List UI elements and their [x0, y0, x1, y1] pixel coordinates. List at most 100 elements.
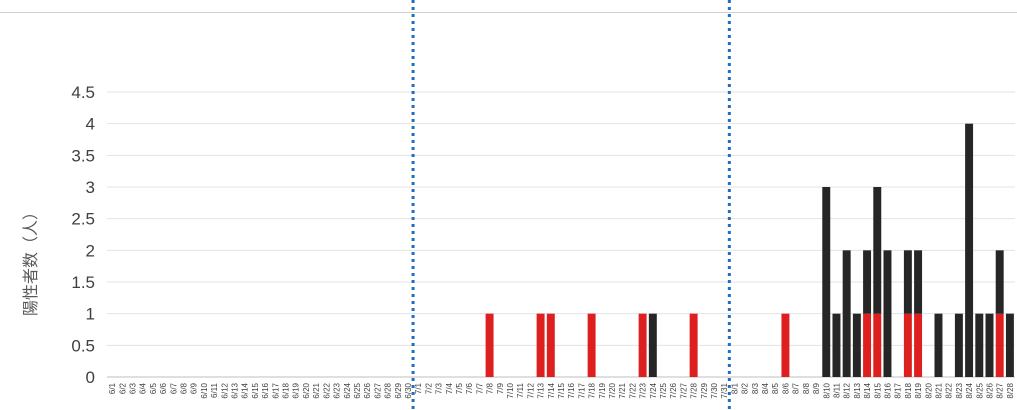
x-tick-label: 7/9 — [496, 382, 505, 394]
x-tick-label: 6/17 — [271, 382, 280, 398]
x-tick-label: 8/3 — [751, 382, 760, 394]
x-tick-label: 8/1 — [730, 382, 739, 394]
x-tick-label: 7/11 — [516, 382, 525, 398]
x-tick-label: 6/3 — [129, 382, 138, 394]
x-tick-label: 6/24 — [343, 382, 352, 398]
x-tick-label: 7/20 — [608, 382, 617, 398]
x-tick-label: 6/4 — [139, 382, 148, 394]
bar-segment-red — [914, 313, 923, 377]
y-axis-label: 陽性者数（人） — [21, 203, 40, 317]
x-tick-label: 6/7 — [169, 382, 178, 394]
x-tick-label: 6/18 — [282, 382, 291, 398]
x-tick-label: 6/21 — [312, 382, 321, 398]
x-tick-label: 7/8 — [486, 382, 495, 394]
bar-segment-black — [648, 313, 657, 377]
x-tick-label: 7/2 — [424, 382, 433, 394]
bar-segment-black — [934, 313, 943, 377]
x-tick-label: 8/12 — [843, 382, 852, 398]
x-tick-label: 6/29 — [394, 382, 403, 398]
y-tick-label: 0.5 — [71, 336, 95, 355]
x-tick-label: 8/9 — [812, 382, 821, 394]
x-tick-label: 7/10 — [506, 382, 515, 398]
x-tick-label: 7/30 — [710, 382, 719, 398]
x-tick-label: 8/14 — [863, 382, 872, 398]
y-axis-ticks: 0 0.5 1 1.5 2 2.5 3 3.5 4 4.5 — [71, 83, 95, 387]
x-tick-label: 7/1 — [414, 382, 423, 394]
x-tick-label: 8/7 — [792, 382, 801, 394]
y-tick-label: 1.5 — [71, 273, 95, 292]
bar-segment-black — [842, 250, 851, 377]
x-tick-label: 6/6 — [159, 382, 168, 394]
bar-segment-black — [903, 250, 912, 314]
bar-segment-red — [485, 313, 494, 377]
bar-segment-black — [985, 313, 994, 377]
x-tick-label: 6/22 — [322, 382, 331, 398]
x-axis-ticks: 6/1 6/2 6/3 6/4 6/5 6/6 6/7 6/8 6/9 6/10 6/11 6/12 6… — [108, 382, 1015, 398]
x-tick-label: 6/30 — [404, 382, 413, 398]
y-tick-label: 2 — [86, 241, 95, 260]
x-tick-label: 8/24 — [965, 382, 974, 398]
x-tick-label: 7/16 — [567, 382, 576, 398]
x-tick-label: 8/19 — [914, 382, 923, 398]
y-tick-label: 0 — [86, 368, 95, 387]
x-tick-label: 8/25 — [975, 382, 984, 398]
bar-segment-black — [832, 313, 841, 377]
x-tick-label: 7/7 — [475, 382, 484, 394]
x-tick-label: 7/19 — [598, 382, 607, 398]
x-tick-label: 7/17 — [577, 382, 586, 398]
x-tick-label: 6/13 — [231, 382, 240, 398]
bar-segment-red — [995, 313, 1004, 377]
bar-segment-red — [903, 313, 912, 377]
x-tick-label: 7/3 — [435, 382, 444, 394]
x-tick-label: 7/5 — [455, 382, 464, 394]
x-tick-label: 7/24 — [649, 382, 658, 398]
x-tick-label: 6/11 — [210, 382, 219, 398]
x-tick-label: 8/18 — [904, 382, 913, 398]
x-tick-label: 7/26 — [669, 382, 678, 398]
x-tick-label: 6/12 — [220, 382, 229, 398]
x-tick-label: 8/15 — [873, 382, 882, 398]
x-tick-label: 7/27 — [679, 382, 688, 398]
x-tick-label: 7/6 — [465, 382, 474, 394]
bar-segment-black — [883, 250, 892, 377]
x-tick-label: 8/8 — [802, 382, 811, 394]
x-tick-label: 6/14 — [241, 382, 250, 398]
x-tick-label: 8/22 — [945, 382, 954, 398]
bar-segment-black — [852, 313, 861, 377]
x-tick-label: 8/27 — [996, 382, 1005, 398]
bar-segment-red — [873, 313, 882, 377]
y-tick-label: 1 — [86, 305, 95, 324]
x-tick-label: 8/17 — [894, 382, 903, 398]
bar-segment-red — [863, 313, 872, 377]
x-tick-label: 6/2 — [118, 382, 127, 394]
x-tick-label: 6/15 — [251, 382, 260, 398]
period-dividers — [411, 0, 731, 410]
y-tick-label: 2.5 — [71, 210, 95, 229]
x-tick-label: 6/27 — [373, 382, 382, 398]
x-tick-label: 6/28 — [384, 382, 393, 398]
x-tick-label: 6/10 — [200, 382, 209, 398]
bar-segment-black — [863, 250, 872, 314]
x-tick-label: 8/26 — [985, 382, 994, 398]
x-tick-label: 7/21 — [618, 382, 627, 398]
bar-segment-black — [873, 187, 882, 314]
bar-segment-black — [914, 250, 923, 314]
x-tick-label: 8/4 — [761, 382, 770, 394]
x-tick-label: 8/13 — [853, 382, 862, 398]
x-tick-label: 8/16 — [883, 382, 892, 398]
x-tick-label: 8/2 — [741, 382, 750, 394]
bar-segment-red — [638, 313, 647, 377]
bars — [485, 123, 1014, 378]
x-tick-label: 6/26 — [363, 382, 372, 398]
x-tick-label: 7/12 — [526, 382, 535, 398]
x-tick-label: 7/29 — [700, 382, 709, 398]
cropped-top-strip — [0, 0, 1017, 13]
bar-segment-black — [965, 123, 974, 378]
x-tick-label: 8/28 — [1006, 382, 1015, 398]
x-tick-label: 6/16 — [261, 382, 270, 398]
x-tick-label: 8/11 — [832, 382, 841, 398]
x-tick-label: 6/23 — [333, 382, 342, 398]
x-tick-label: 6/9 — [190, 382, 199, 394]
x-tick-label: 7/14 — [547, 382, 556, 398]
